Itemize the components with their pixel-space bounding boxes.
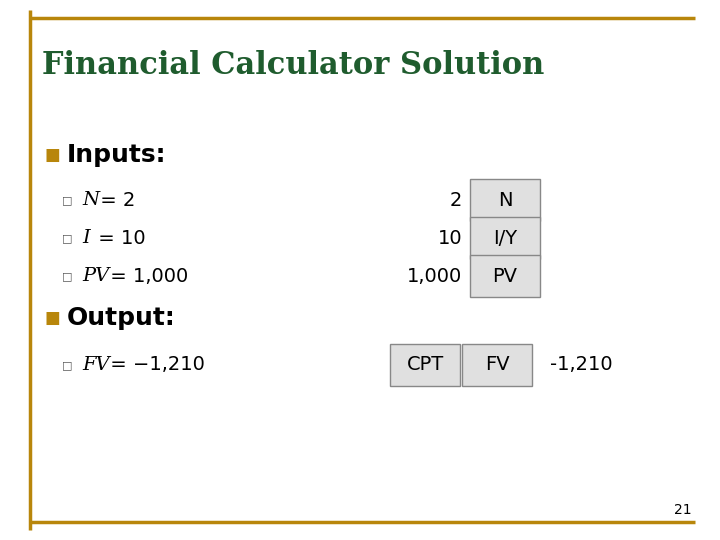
FancyBboxPatch shape (470, 255, 540, 297)
Text: FV: FV (82, 356, 109, 374)
Text: 10: 10 (437, 228, 462, 247)
Text: CPT: CPT (406, 355, 444, 375)
Text: I/Y: I/Y (493, 228, 517, 247)
Text: FV: FV (485, 355, 509, 375)
Text: = −1,210: = −1,210 (104, 355, 205, 375)
Text: PV: PV (492, 267, 518, 286)
Text: Financial Calculator Solution: Financial Calculator Solution (42, 50, 544, 80)
Text: N: N (82, 191, 99, 209)
Text: 21: 21 (675, 503, 692, 517)
Text: 1,000: 1,000 (407, 267, 462, 286)
FancyBboxPatch shape (462, 344, 532, 386)
Text: -1,210: -1,210 (550, 355, 613, 375)
Text: = 10: = 10 (92, 228, 145, 247)
Text: 2: 2 (449, 191, 462, 210)
Text: □: □ (62, 360, 73, 370)
Text: □: □ (62, 233, 73, 243)
Text: Output:: Output: (67, 306, 176, 330)
Text: PV: PV (82, 267, 109, 285)
Text: = 2: = 2 (94, 191, 135, 210)
Text: N: N (498, 191, 512, 210)
Text: □: □ (62, 271, 73, 281)
Text: ■: ■ (45, 309, 60, 327)
Text: I: I (82, 229, 90, 247)
Text: ■: ■ (45, 146, 60, 164)
FancyBboxPatch shape (470, 217, 540, 259)
Text: □: □ (62, 195, 73, 205)
FancyBboxPatch shape (470, 179, 540, 221)
Text: Inputs:: Inputs: (67, 143, 166, 167)
FancyBboxPatch shape (390, 344, 460, 386)
Text: = 1,000: = 1,000 (104, 267, 188, 286)
